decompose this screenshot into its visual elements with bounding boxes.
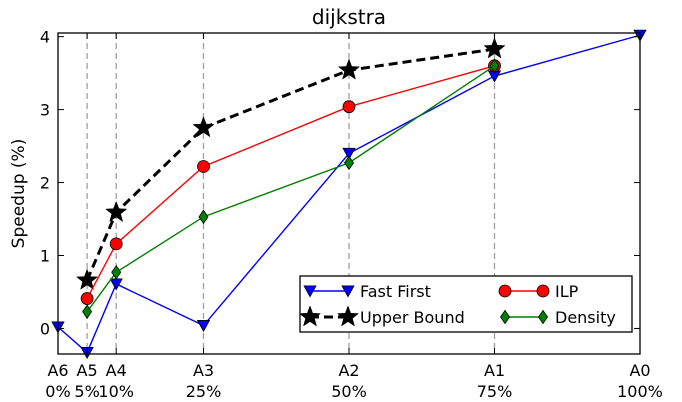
data-point (538, 309, 548, 325)
legend-item: Fast First (303, 282, 431, 301)
data-point (111, 264, 122, 280)
data-point (105, 200, 128, 222)
grid-lines (86, 33, 496, 354)
data-point (196, 320, 211, 333)
data-point (344, 155, 354, 171)
data-point (336, 305, 360, 327)
legend-item: Density (500, 308, 616, 327)
legend-frame (299, 275, 633, 333)
data-point (483, 37, 506, 59)
x-tick-label: 50% (331, 382, 367, 401)
legend-label: Density (555, 308, 616, 327)
data-point (536, 284, 550, 298)
series-line (85, 47, 495, 281)
x-tick-label: 25% (186, 382, 222, 401)
data-point (75, 268, 99, 290)
x-tick-label: A1 (484, 361, 505, 380)
data-point (197, 160, 210, 173)
data-point (298, 305, 322, 327)
axis-ticks: 0 1 2 3 4 A6 0% A5 5% A4 10% A3 25% A2 50% A1 75% A0 100% (40, 28, 663, 401)
data-point (489, 58, 500, 74)
legend-label: Upper Bound (360, 308, 465, 327)
series-density (82, 58, 500, 319)
x-tick-label: 75% (477, 382, 513, 401)
legend: Fast First ILP Upper Bound Density (298, 275, 633, 333)
series-upper-bound (75, 37, 506, 290)
data-point (337, 58, 361, 80)
series-ilp (80, 59, 501, 305)
series-layer (51, 29, 647, 360)
x-tick-label: A5 (77, 361, 98, 380)
y-tick-label: 3 (40, 101, 50, 120)
x-tick-label: 10% (98, 382, 134, 401)
data-point (500, 309, 510, 325)
data-point (80, 292, 94, 305)
y-tick-label: 2 (40, 174, 50, 193)
data-point (192, 116, 215, 138)
y-tick-label: 4 (40, 28, 50, 47)
data-point (498, 284, 512, 298)
chart-title: dijkstra (312, 5, 386, 29)
x-tick-label: A6 (47, 361, 68, 380)
data-point (198, 209, 209, 225)
x-tick-label: A2 (338, 361, 359, 380)
y-tick-label: 0 (40, 319, 50, 338)
x-tick-label: 5% (74, 382, 99, 401)
legend-label: Fast First (360, 282, 431, 301)
data-point (342, 147, 356, 160)
data-point (82, 304, 93, 319)
data-point (341, 285, 355, 298)
x-tick-label: A3 (193, 361, 214, 380)
x-tick-label: 0% (45, 382, 70, 401)
legend-item: ILP (498, 282, 579, 301)
y-axis-label: Speedup (%) (9, 139, 29, 249)
legend-item: Upper Bound (298, 305, 465, 327)
data-point (109, 278, 123, 291)
x-tick-label: 100% (617, 382, 663, 401)
y-tick-label: 1 (40, 247, 50, 266)
data-point (342, 100, 356, 114)
x-tick-label: A4 (106, 361, 127, 380)
data-point (303, 285, 317, 298)
x-tick-label: A0 (629, 361, 650, 380)
legend-label: ILP (555, 282, 579, 301)
data-point (109, 237, 123, 251)
series-line (86, 65, 495, 313)
